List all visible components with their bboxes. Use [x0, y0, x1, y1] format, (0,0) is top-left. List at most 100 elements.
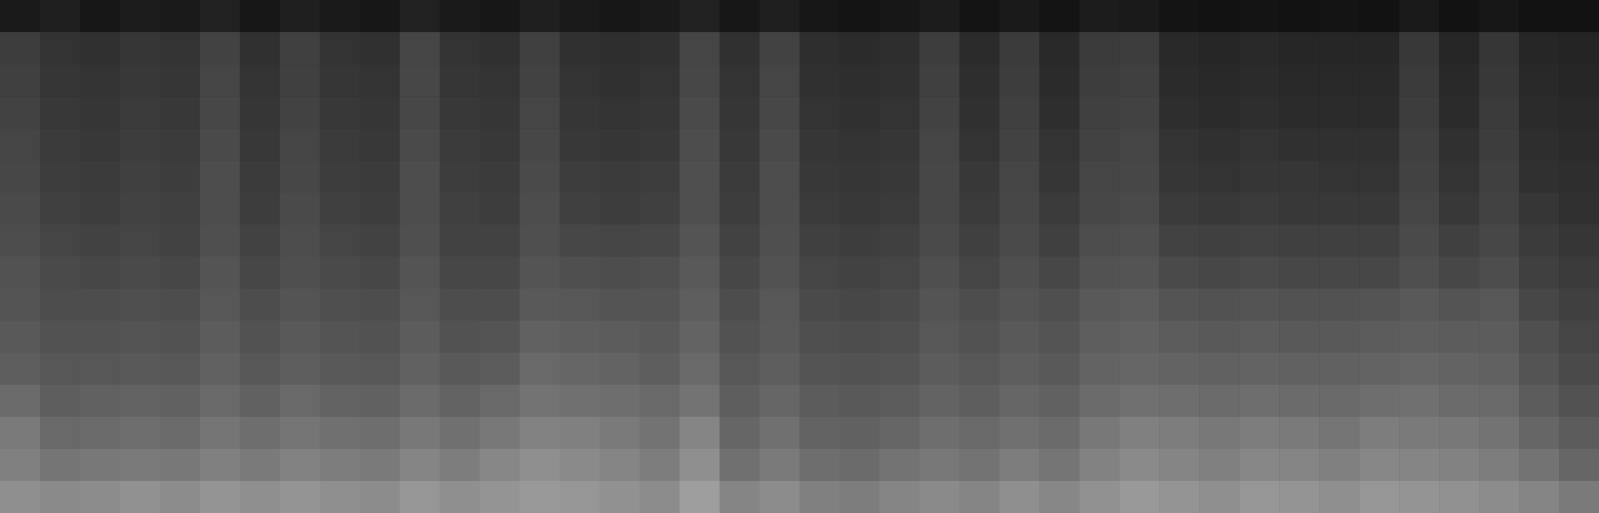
cell: [320, 385, 361, 418]
cell: [800, 481, 841, 513]
cell: [839, 0, 880, 33]
cell: [200, 321, 241, 354]
cell: [839, 224, 880, 257]
cell: [80, 96, 121, 129]
spectrogram: [0, 0, 1599, 513]
cell: [80, 160, 121, 193]
cell: [600, 224, 641, 257]
cell: [999, 449, 1040, 482]
cell: [0, 96, 41, 129]
cell: [1359, 449, 1400, 482]
cell: [1519, 64, 1560, 97]
cell: [40, 449, 81, 482]
cell: [1319, 481, 1360, 513]
cell: [1239, 449, 1280, 482]
cell: [400, 289, 441, 322]
cell: [0, 449, 41, 482]
cell: [1119, 385, 1160, 418]
cell: [360, 449, 401, 482]
cell: [1439, 32, 1480, 65]
cell: [1039, 224, 1080, 257]
cell: [1039, 257, 1080, 290]
cell: [760, 32, 801, 65]
cell: [999, 96, 1040, 129]
cell: [959, 96, 1000, 129]
cell: [800, 417, 841, 450]
cell: [440, 257, 481, 290]
cell: [120, 128, 161, 161]
cell: [520, 289, 561, 322]
cell: [1239, 321, 1280, 354]
cell: [280, 0, 321, 33]
cell: [240, 0, 281, 33]
cell: [1119, 160, 1160, 193]
cell: [1159, 257, 1200, 290]
cell: [0, 160, 41, 193]
cell: [360, 128, 401, 161]
cell: [320, 128, 361, 161]
cell: [839, 289, 880, 322]
cell: [560, 353, 601, 386]
cell: [999, 385, 1040, 418]
cell: [120, 353, 161, 386]
cell: [480, 289, 521, 322]
cell: [1159, 0, 1200, 33]
cell: [680, 417, 721, 450]
cell: [879, 64, 920, 97]
cell: [280, 449, 321, 482]
cell: [959, 353, 1000, 386]
cell: [520, 449, 561, 482]
cell: [919, 321, 960, 354]
cell: [1439, 128, 1480, 161]
cell: [1479, 32, 1520, 65]
cell: [680, 32, 721, 65]
cell: [1519, 289, 1560, 322]
cell: [1519, 32, 1560, 65]
cell: [640, 224, 681, 257]
cell: [360, 481, 401, 513]
cell: [0, 289, 41, 322]
cell: [879, 353, 920, 386]
cell: [240, 192, 281, 225]
cell: [40, 385, 81, 418]
cell: [959, 192, 1000, 225]
cell: [760, 481, 801, 513]
cell: [1519, 321, 1560, 354]
cell: [40, 64, 81, 97]
cell: [1479, 417, 1520, 450]
cell: [40, 96, 81, 129]
cell: [959, 385, 1000, 418]
cell: [839, 321, 880, 354]
cell: [760, 353, 801, 386]
cell: [1319, 353, 1360, 386]
cells: [0, 0, 1599, 513]
cell: [1519, 385, 1560, 418]
cell: [680, 321, 721, 354]
cell: [360, 64, 401, 97]
cell: [80, 385, 121, 418]
cell: [1159, 160, 1200, 193]
cell: [200, 417, 241, 450]
cell: [959, 224, 1000, 257]
cell: [0, 0, 41, 33]
cell: [1359, 385, 1400, 418]
cell: [879, 224, 920, 257]
cell: [560, 257, 601, 290]
cell: [1559, 417, 1599, 450]
cell: [320, 449, 361, 482]
cell: [800, 0, 841, 33]
cell: [1439, 224, 1480, 257]
cell: [200, 353, 241, 386]
cell: [1079, 481, 1120, 513]
cell: [1119, 192, 1160, 225]
cell: [1279, 481, 1320, 513]
cell: [1399, 449, 1440, 482]
cell: [80, 0, 121, 33]
cell: [360, 353, 401, 386]
cell: [240, 385, 281, 418]
cell: [1399, 128, 1440, 161]
cell: [320, 481, 361, 513]
cell: [1159, 481, 1200, 513]
cell: [760, 64, 801, 97]
cell: [1519, 353, 1560, 386]
